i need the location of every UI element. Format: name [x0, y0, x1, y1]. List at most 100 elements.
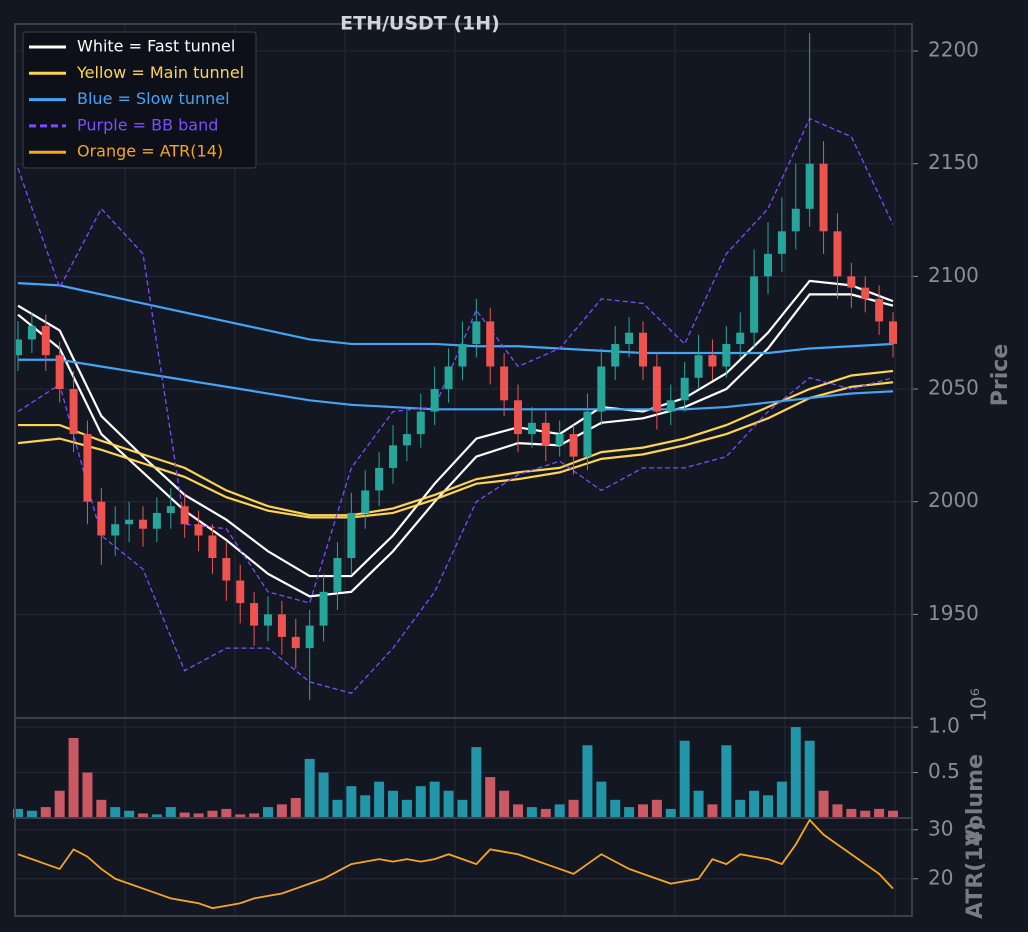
candle-body — [833, 231, 842, 277]
candle-body — [708, 355, 717, 367]
volume-bar — [13, 808, 23, 818]
candle-body — [666, 400, 675, 412]
candle-body — [236, 580, 245, 604]
volume-bar — [624, 807, 635, 818]
candle-body — [555, 434, 564, 446]
volume-bar — [749, 790, 760, 818]
volume-bar — [415, 786, 426, 818]
volume-bar — [596, 781, 607, 818]
candle-body — [805, 163, 814, 209]
y-tick-label: 2000 — [928, 488, 979, 512]
y-tick-label: 30 — [928, 816, 953, 840]
volume-bar — [235, 814, 246, 818]
y-tick-label: 20 — [928, 865, 953, 889]
candle-body — [319, 591, 328, 626]
atr-line — [17, 818, 894, 910]
volume-bar — [110, 807, 121, 818]
y-tick-label: 2150 — [928, 150, 979, 174]
volume-bar — [429, 781, 440, 818]
legend-label: Yellow = Main tunnel — [76, 63, 244, 82]
volume-bar — [651, 799, 662, 818]
legend-box — [22, 31, 257, 169]
volume-bar — [193, 813, 204, 818]
vertical-grid — [124, 24, 896, 916]
volume-bar — [526, 807, 537, 818]
candle-body — [500, 366, 509, 401]
volume-bar — [804, 740, 815, 818]
candle-body — [458, 343, 467, 367]
candle-body — [764, 253, 772, 277]
candle-body — [333, 558, 342, 592]
y-axis-label: Volume — [963, 754, 988, 846]
candle-body — [69, 389, 78, 435]
candle-body — [514, 400, 522, 435]
volume-bar — [207, 810, 218, 818]
atr-panel-frame — [14, 817, 913, 917]
candle-body — [152, 512, 161, 529]
legend-label: Purple = BB band — [77, 115, 218, 134]
volume-bar — [138, 813, 148, 818]
candle-body — [889, 321, 897, 344]
volume-bar — [26, 810, 37, 818]
y-tick-label: 0.5 — [928, 759, 960, 783]
volume-bar — [68, 738, 79, 818]
overlay-line — [17, 381, 894, 519]
candle-body — [527, 422, 536, 435]
candle-body — [847, 276, 856, 288]
candle-body — [680, 377, 689, 401]
volume-bar — [360, 795, 371, 818]
candle-body — [83, 434, 92, 502]
volume-bar — [610, 799, 621, 818]
candle-body — [416, 411, 425, 435]
volume-bar — [165, 807, 176, 818]
volume-bar — [776, 781, 787, 818]
volume-bar — [568, 799, 579, 818]
overlay-line — [17, 377, 894, 694]
legend-label: White = Fast tunnel — [77, 37, 235, 56]
volume-bar — [40, 807, 51, 818]
volume-bar — [471, 747, 482, 818]
candle-body — [180, 506, 189, 525]
candle-body — [444, 366, 453, 390]
y-axis-label: Price — [988, 344, 1013, 406]
y-tick-label: 1950 — [928, 601, 979, 625]
overlay-line — [18, 358, 894, 411]
volume-bar — [638, 804, 648, 818]
plot-area — [13, 33, 918, 910]
candle-body — [583, 411, 592, 457]
volume-bar — [888, 810, 898, 818]
chart-title: ETH/USDT (1H) — [340, 13, 500, 35]
candle-body — [694, 355, 703, 378]
candle-body — [541, 422, 550, 446]
y-axis-label: ATR(14) — [963, 821, 988, 919]
candle-body — [430, 389, 439, 412]
volume-bar — [846, 808, 857, 818]
volume-bar — [249, 813, 260, 818]
volume-bar — [860, 810, 871, 818]
candle-body — [111, 524, 120, 536]
legend: White = Fast tunnel Yellow = Main tunnel B… — [22, 31, 257, 169]
candle-body — [875, 298, 884, 322]
volume-bar — [124, 810, 135, 818]
volume-bar — [693, 790, 704, 818]
candle-body — [194, 524, 203, 536]
y-tick-label: 2100 — [928, 263, 979, 287]
volume-bar — [818, 790, 829, 818]
candle-body — [736, 332, 745, 344]
candle-body — [41, 325, 50, 356]
candle-body — [305, 625, 314, 649]
volume-bar — [221, 808, 232, 818]
candle-body — [27, 325, 36, 340]
y-tick-label: 2050 — [928, 376, 979, 400]
volume-bar — [263, 807, 273, 818]
candle-body — [389, 445, 397, 468]
candle-body — [639, 332, 647, 367]
candle-body — [277, 614, 286, 637]
volume-bar — [346, 786, 357, 818]
overlay-line — [17, 117, 894, 604]
volume-bar — [318, 772, 329, 818]
candle-body — [166, 506, 175, 513]
candle-body — [139, 519, 147, 529]
candle-body — [361, 490, 370, 513]
overlay-line — [17, 282, 894, 355]
